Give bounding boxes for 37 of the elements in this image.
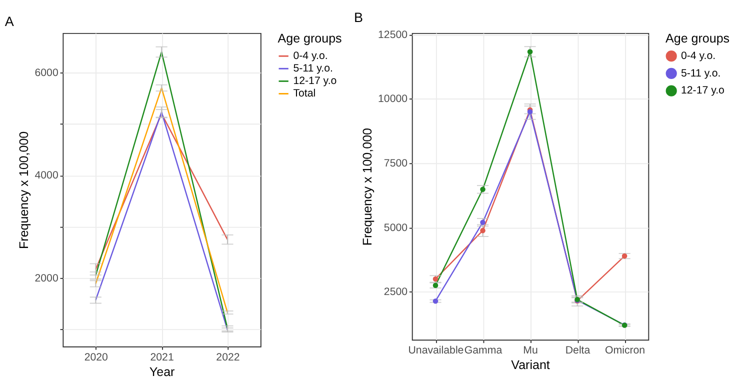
legend-title: Age groups: [278, 32, 342, 46]
y-tick-label: 6000: [34, 66, 58, 79]
legend-label: 0-4 y.o.: [680, 50, 716, 62]
chart-title: B: [354, 10, 364, 25]
x-tick-label: 2022: [216, 351, 240, 364]
x-tick-label: 2020: [84, 351, 108, 364]
y-tick-label: 12500: [378, 28, 408, 41]
y-tick-label: 7500: [384, 158, 408, 170]
y-tick-label: 2000: [34, 272, 58, 284]
x-tick-label: Gamma: [464, 344, 502, 357]
y-tick-label: 4000: [34, 170, 58, 182]
point: [432, 282, 438, 288]
legend-label: 12-17 y.o: [680, 84, 725, 97]
legend-label: Total: [293, 88, 316, 100]
x-tick-label: Omicron: [604, 344, 646, 357]
chart-title: A: [4, 14, 14, 30]
point: [527, 49, 533, 54]
point: [622, 253, 628, 259]
point: [432, 298, 438, 304]
x-tick-label: Delta: [565, 344, 590, 357]
y-axis-title: Frequency x 100,000: [17, 131, 31, 249]
x-tick-label: 2021: [150, 351, 174, 364]
y-tick-label: 5000: [384, 222, 408, 234]
x-axis-title: Year: [149, 364, 175, 379]
legend-label: 5-11 y.o.: [680, 67, 721, 80]
point: [480, 228, 486, 234]
point: [432, 276, 438, 282]
legend-label: 0-4 y.o.: [293, 50, 328, 62]
x-tick-label: Mu: [523, 344, 538, 357]
legend-title: Age groups: [666, 32, 730, 46]
legend-label: 5-11 y.o.: [293, 62, 333, 75]
y-tick-label: 10000: [378, 93, 408, 106]
x-axis-title: Variant: [511, 358, 550, 372]
y-tick-label: 2500: [384, 286, 408, 298]
x-tick-label: Unavailable: [408, 344, 464, 357]
legend-label: 12-17 y.o: [293, 75, 337, 88]
y-axis-title: Frequency x 100,000: [360, 128, 374, 246]
